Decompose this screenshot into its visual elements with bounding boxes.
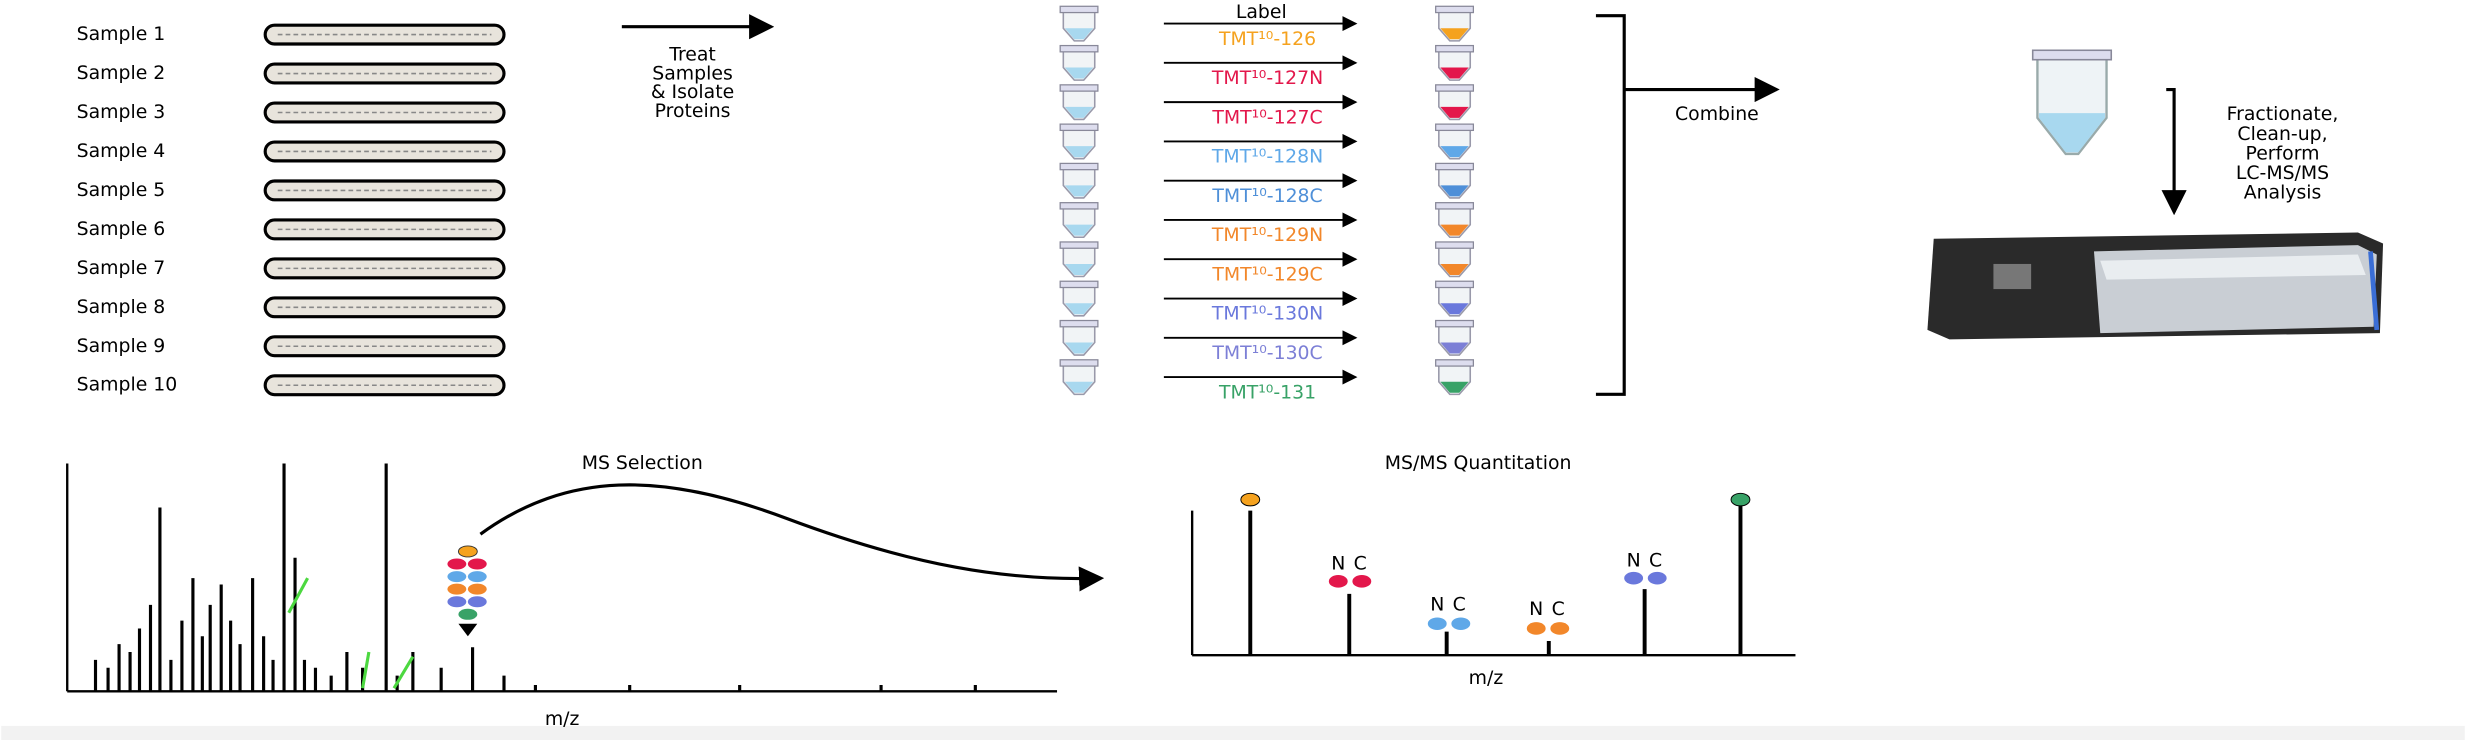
step-text: Samples [652, 63, 732, 84]
tube-liquid [1440, 185, 1469, 197]
mass-spectrometer [1927, 232, 2384, 340]
sample-label: Sample 8 [77, 297, 166, 318]
ms-spectrum [66, 463, 1058, 693]
channel-letter: N [1430, 594, 1444, 615]
bracket [1595, 14, 1626, 396]
tube-liquid [1440, 28, 1469, 40]
step-text: & Isolate [651, 82, 734, 103]
tube-cap [1059, 162, 1099, 171]
tube-cap [1059, 44, 1099, 53]
tube-liquid [1064, 67, 1094, 79]
tmt-label: TMT¹⁰-126 [1218, 29, 1316, 50]
tube-cap [1435, 241, 1475, 249]
panel-title: MS Selection [582, 453, 703, 474]
tube-cap [1435, 44, 1475, 53]
sample-label: Sample 2 [77, 63, 166, 84]
combined-tube [2031, 49, 2113, 156]
arrow [2161, 87, 2187, 216]
tube-cap [1435, 359, 1475, 367]
step-text: Fractionate, [2227, 104, 2339, 125]
axis-label: m/z [1469, 668, 1504, 689]
channel-letter: N [1627, 550, 1641, 571]
tube-cap [1435, 162, 1475, 171]
tube-liquid [1064, 146, 1094, 158]
axis-label: m/z [545, 709, 580, 730]
arrow [479, 483, 1105, 592]
tube-cap [1435, 5, 1475, 14]
combine-label: Combine [1675, 104, 1759, 125]
tmt-label: TMT¹⁰-128N [1211, 147, 1323, 168]
step-text: Treat [668, 44, 716, 65]
msms-spectrum [1190, 492, 1796, 657]
tube-cap [1059, 241, 1099, 249]
step-text: Proteins [655, 101, 731, 122]
tube-cap [1435, 123, 1475, 132]
channel-letter: C [1649, 550, 1662, 571]
tube-liquid [1064, 303, 1094, 315]
tube-cap [1059, 84, 1099, 92]
sample-label: Sample 9 [77, 336, 166, 357]
tube-cap [1435, 319, 1475, 328]
tmt-label: TMT¹⁰-130C [1211, 343, 1322, 364]
tube-liquid [1440, 263, 1469, 275]
tube-liquid [1440, 303, 1469, 315]
footer-strip [1, 725, 2465, 740]
tmt-label: TMT¹⁰-131 [1218, 382, 1316, 403]
tube-cap [1435, 202, 1475, 210]
tube-cap [1059, 123, 1099, 132]
tube-cap [1059, 202, 1099, 210]
sample-label: Sample 3 [77, 102, 166, 123]
channel-letter: C [1552, 599, 1565, 620]
tube-liquid [1064, 381, 1094, 393]
tube-cap [1435, 84, 1475, 92]
sample-label: Sample 6 [77, 219, 166, 240]
sample-label: Sample 5 [77, 180, 166, 201]
step-text: Clean-up, [2237, 124, 2327, 145]
step-text: Perform [2246, 143, 2320, 164]
tmt-label: TMT¹⁰-129C [1211, 264, 1322, 285]
sample-label: Sample 4 [77, 141, 166, 162]
channel-letter: N [1331, 554, 1345, 575]
panel-title: MS/MS Quantitation [1385, 453, 1572, 474]
tmt-label: TMT¹⁰-129N [1211, 225, 1323, 246]
tube-liquid [1064, 224, 1094, 236]
tube-liquid [1440, 106, 1469, 118]
sample-label: Sample 7 [77, 258, 166, 279]
step-text: LC-MS/MS [2236, 163, 2329, 184]
sample-label: Sample 1 [77, 24, 166, 45]
tube-liquid [1440, 224, 1469, 236]
tube-liquid [1064, 185, 1094, 197]
step-text: Analysis [2244, 183, 2322, 204]
tube-cap [1059, 319, 1099, 328]
sample-label: Sample 10 [77, 375, 178, 396]
tube-cap [1059, 5, 1099, 14]
channel-letter: C [1453, 594, 1466, 615]
tube-liquid [1440, 67, 1469, 79]
channel-letter: C [1354, 554, 1367, 575]
tmt-label: TMT¹⁰-127N [1211, 68, 1323, 89]
tube-liquid [1064, 106, 1094, 118]
tube-liquid [1064, 28, 1094, 40]
tube-liquid [1440, 342, 1469, 354]
tube-cap [1435, 280, 1475, 289]
reporter-stack [447, 545, 487, 637]
tmt-label: TMT¹⁰-127C [1211, 107, 1322, 128]
tube-cap [1059, 359, 1099, 367]
tmt-label: TMT¹⁰-130N [1211, 304, 1323, 325]
tube-liquid [1064, 263, 1094, 275]
tube-liquid [1064, 342, 1094, 354]
tube-cap [1059, 280, 1099, 289]
tube-liquid [1440, 146, 1469, 158]
label-header: Label [1236, 2, 1287, 23]
tmt-label: TMT¹⁰-128C [1211, 186, 1322, 207]
channel-letter: N [1529, 599, 1543, 620]
